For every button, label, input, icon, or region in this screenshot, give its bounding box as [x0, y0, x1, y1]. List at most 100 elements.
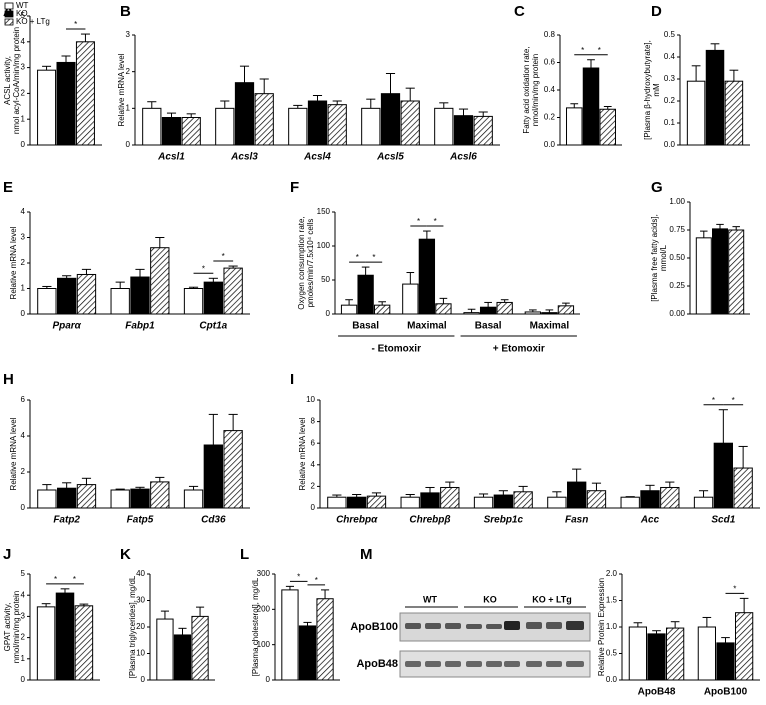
bar: [686, 80, 706, 146]
panel-label: B: [120, 3, 131, 20]
y-tick-label: 0: [21, 503, 26, 512]
bar: [357, 274, 374, 315]
x-tick-label: Basal: [475, 321, 502, 332]
bar: [130, 488, 150, 509]
bar: [473, 496, 494, 509]
bar: [440, 486, 460, 509]
y-axis-label: Relative mRNA level: [298, 417, 307, 490]
bar: [130, 276, 150, 315]
legend-label: KO: [16, 9, 28, 18]
panel-label: M: [360, 546, 373, 563]
legend-swatch: [4, 18, 14, 26]
x-tick-label: Fabp1: [125, 321, 155, 332]
legend-label: WT: [16, 1, 29, 10]
panel-label: I: [290, 371, 294, 388]
x-tick-label: Fasn: [565, 515, 588, 526]
y-tick-label: 0.75: [669, 225, 685, 234]
y-tick-label: 1: [126, 103, 131, 112]
bar: [541, 312, 558, 315]
y-tick-label: 1: [21, 114, 26, 123]
bar: [223, 430, 243, 509]
y-tick-label: 0.2: [544, 113, 556, 122]
significance-label: *: [202, 264, 205, 273]
y-tick-label: 0.0: [664, 140, 676, 149]
x-tick-label: Cd36: [201, 515, 226, 526]
bar: [150, 481, 170, 509]
significance-label: *: [732, 396, 735, 405]
y-tick-label: 0.4: [664, 52, 676, 61]
significance-label: *: [712, 396, 715, 405]
bands-apob48: [405, 661, 584, 667]
bar: [582, 67, 600, 146]
y-axis-label: pmoles/min/7.5x10⁴ cells: [306, 219, 315, 308]
y-axis-label: GPAT activity,: [3, 603, 12, 652]
bar: [203, 444, 224, 509]
legend-swatch: [4, 10, 14, 18]
significance-label: *: [598, 46, 601, 55]
bar: [735, 612, 754, 681]
bar: [56, 61, 76, 146]
y-tick-label: 3: [21, 233, 26, 242]
y-tick-label: 0: [266, 675, 271, 684]
x-tick-label: Acsl4: [303, 152, 331, 163]
y-tick-label: 50: [321, 275, 330, 284]
y-axis-label: mM: [652, 83, 661, 97]
bar: [57, 277, 77, 315]
y-tick-label: 1: [21, 654, 26, 663]
y-axis-label: Fatty acid oxidation rate,: [522, 46, 531, 133]
y-tick-label: 1: [21, 284, 26, 293]
bar: [55, 592, 75, 681]
y-tick-label: 4: [21, 37, 26, 46]
significance-label: *: [434, 217, 437, 226]
bar: [161, 117, 182, 146]
group-label: + Etomoxir: [493, 344, 545, 355]
bar: [473, 115, 493, 146]
y-axis-label: nmol acyl-CoA/min/mg protein: [12, 27, 21, 134]
significance-label: *: [315, 576, 318, 585]
significance-label: *: [74, 20, 77, 29]
bar: [479, 306, 497, 315]
bar: [567, 481, 587, 509]
bar: [716, 642, 735, 681]
y-tick-label: 0: [141, 675, 146, 684]
y-tick-label: 1.5: [606, 596, 618, 605]
y-tick-label: 4: [311, 460, 316, 469]
y-axis-label: [Plasma cholesterol], mg/dL: [251, 577, 260, 676]
y-tick-label: 0.5: [606, 649, 618, 658]
bar: [142, 107, 162, 146]
y-tick-label: 150: [317, 207, 331, 216]
x-tick-label: Acsl3: [230, 152, 258, 163]
bar: [327, 496, 347, 509]
bar: [566, 107, 583, 146]
y-tick-label: 3: [21, 63, 26, 72]
western-blot: WT KO KO + LTg ApoB100 ApoB48: [350, 594, 591, 678]
x-tick-label: ApoB48: [638, 687, 676, 698]
y-tick-label: 10: [306, 395, 315, 404]
y-tick-label: 1.00: [669, 197, 685, 206]
bar: [327, 104, 347, 146]
bar: [347, 496, 367, 509]
y-axis-label: Relative mRNA level: [9, 226, 18, 299]
bands-apob100: [405, 621, 584, 630]
bar: [697, 626, 716, 681]
y-tick-label: 2: [21, 633, 26, 642]
bar: [183, 288, 204, 315]
y-tick-label: 3: [21, 612, 26, 621]
bar: [361, 107, 381, 146]
bar: [234, 82, 255, 146]
y-tick-label: 0.5: [664, 30, 676, 39]
y-axis-label: nmol/min/mg protein: [12, 591, 21, 663]
y-tick-label: 0: [311, 503, 316, 512]
bar: [173, 634, 192, 681]
bar: [496, 301, 513, 315]
x-tick-label: Basal: [352, 321, 379, 332]
y-tick-label: 100: [317, 241, 331, 250]
bar: [400, 496, 420, 509]
significance-label: *: [222, 252, 225, 261]
y-tick-label: 4: [21, 590, 26, 599]
y-tick-label: 2.0: [606, 569, 618, 578]
y-tick-label: 3: [126, 30, 131, 39]
y-axis-label: mmol/L: [659, 244, 668, 271]
y-axis-label: Relative mRNA level: [9, 417, 18, 490]
